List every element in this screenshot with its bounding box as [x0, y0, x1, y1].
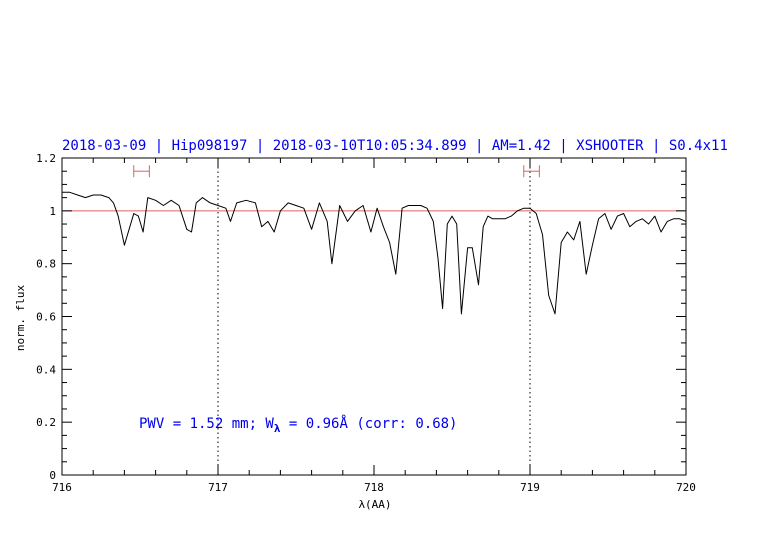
x-tick-label: 719: [520, 481, 540, 494]
y-tick-label: 0.4: [36, 363, 56, 376]
x-tick-label: 717: [208, 481, 228, 494]
y-tick-label: 1.2: [36, 152, 56, 165]
x-tick-label: 720: [676, 481, 696, 494]
range-marker-1: [523, 165, 540, 178]
y-tick-label: 0.8: [36, 258, 56, 271]
x-tick-label: 716: [52, 481, 72, 494]
range-markers: [133, 165, 540, 178]
x-axis-label: λ(AA): [358, 498, 391, 511]
pwv-annotation-subscript: λ: [274, 422, 281, 435]
axis-ticks: 716 717 718 719 720 0 0.2 0.4 0.6 0.8 1 1.2: [36, 152, 696, 494]
pwv-annotation: PWV = 1.52 mm; Wλ = 0.96Å (corr: 0.68): [139, 415, 458, 435]
pwv-annotation-suffix: = 0.96Å (corr: 0.68): [280, 415, 457, 432]
y-tick-label: 0.6: [36, 311, 56, 324]
range-marker-0: [133, 165, 150, 178]
y-axis-label: norm. flux: [14, 285, 27, 352]
y-tick-label: 0: [49, 469, 56, 482]
pwv-annotation-prefix: PWV = 1.52 mm; W: [139, 416, 274, 432]
chart-title: 2018-03-09 | Hip098197 | 2018-03-10T10:0…: [62, 138, 728, 154]
reference-lines: [62, 158, 686, 475]
series-layer: [62, 191, 687, 315]
x-tick-label: 718: [364, 481, 384, 494]
series-line-0: [62, 191, 687, 315]
y-tick-label: 1: [49, 205, 56, 218]
y-tick-label: 0.2: [36, 416, 56, 429]
